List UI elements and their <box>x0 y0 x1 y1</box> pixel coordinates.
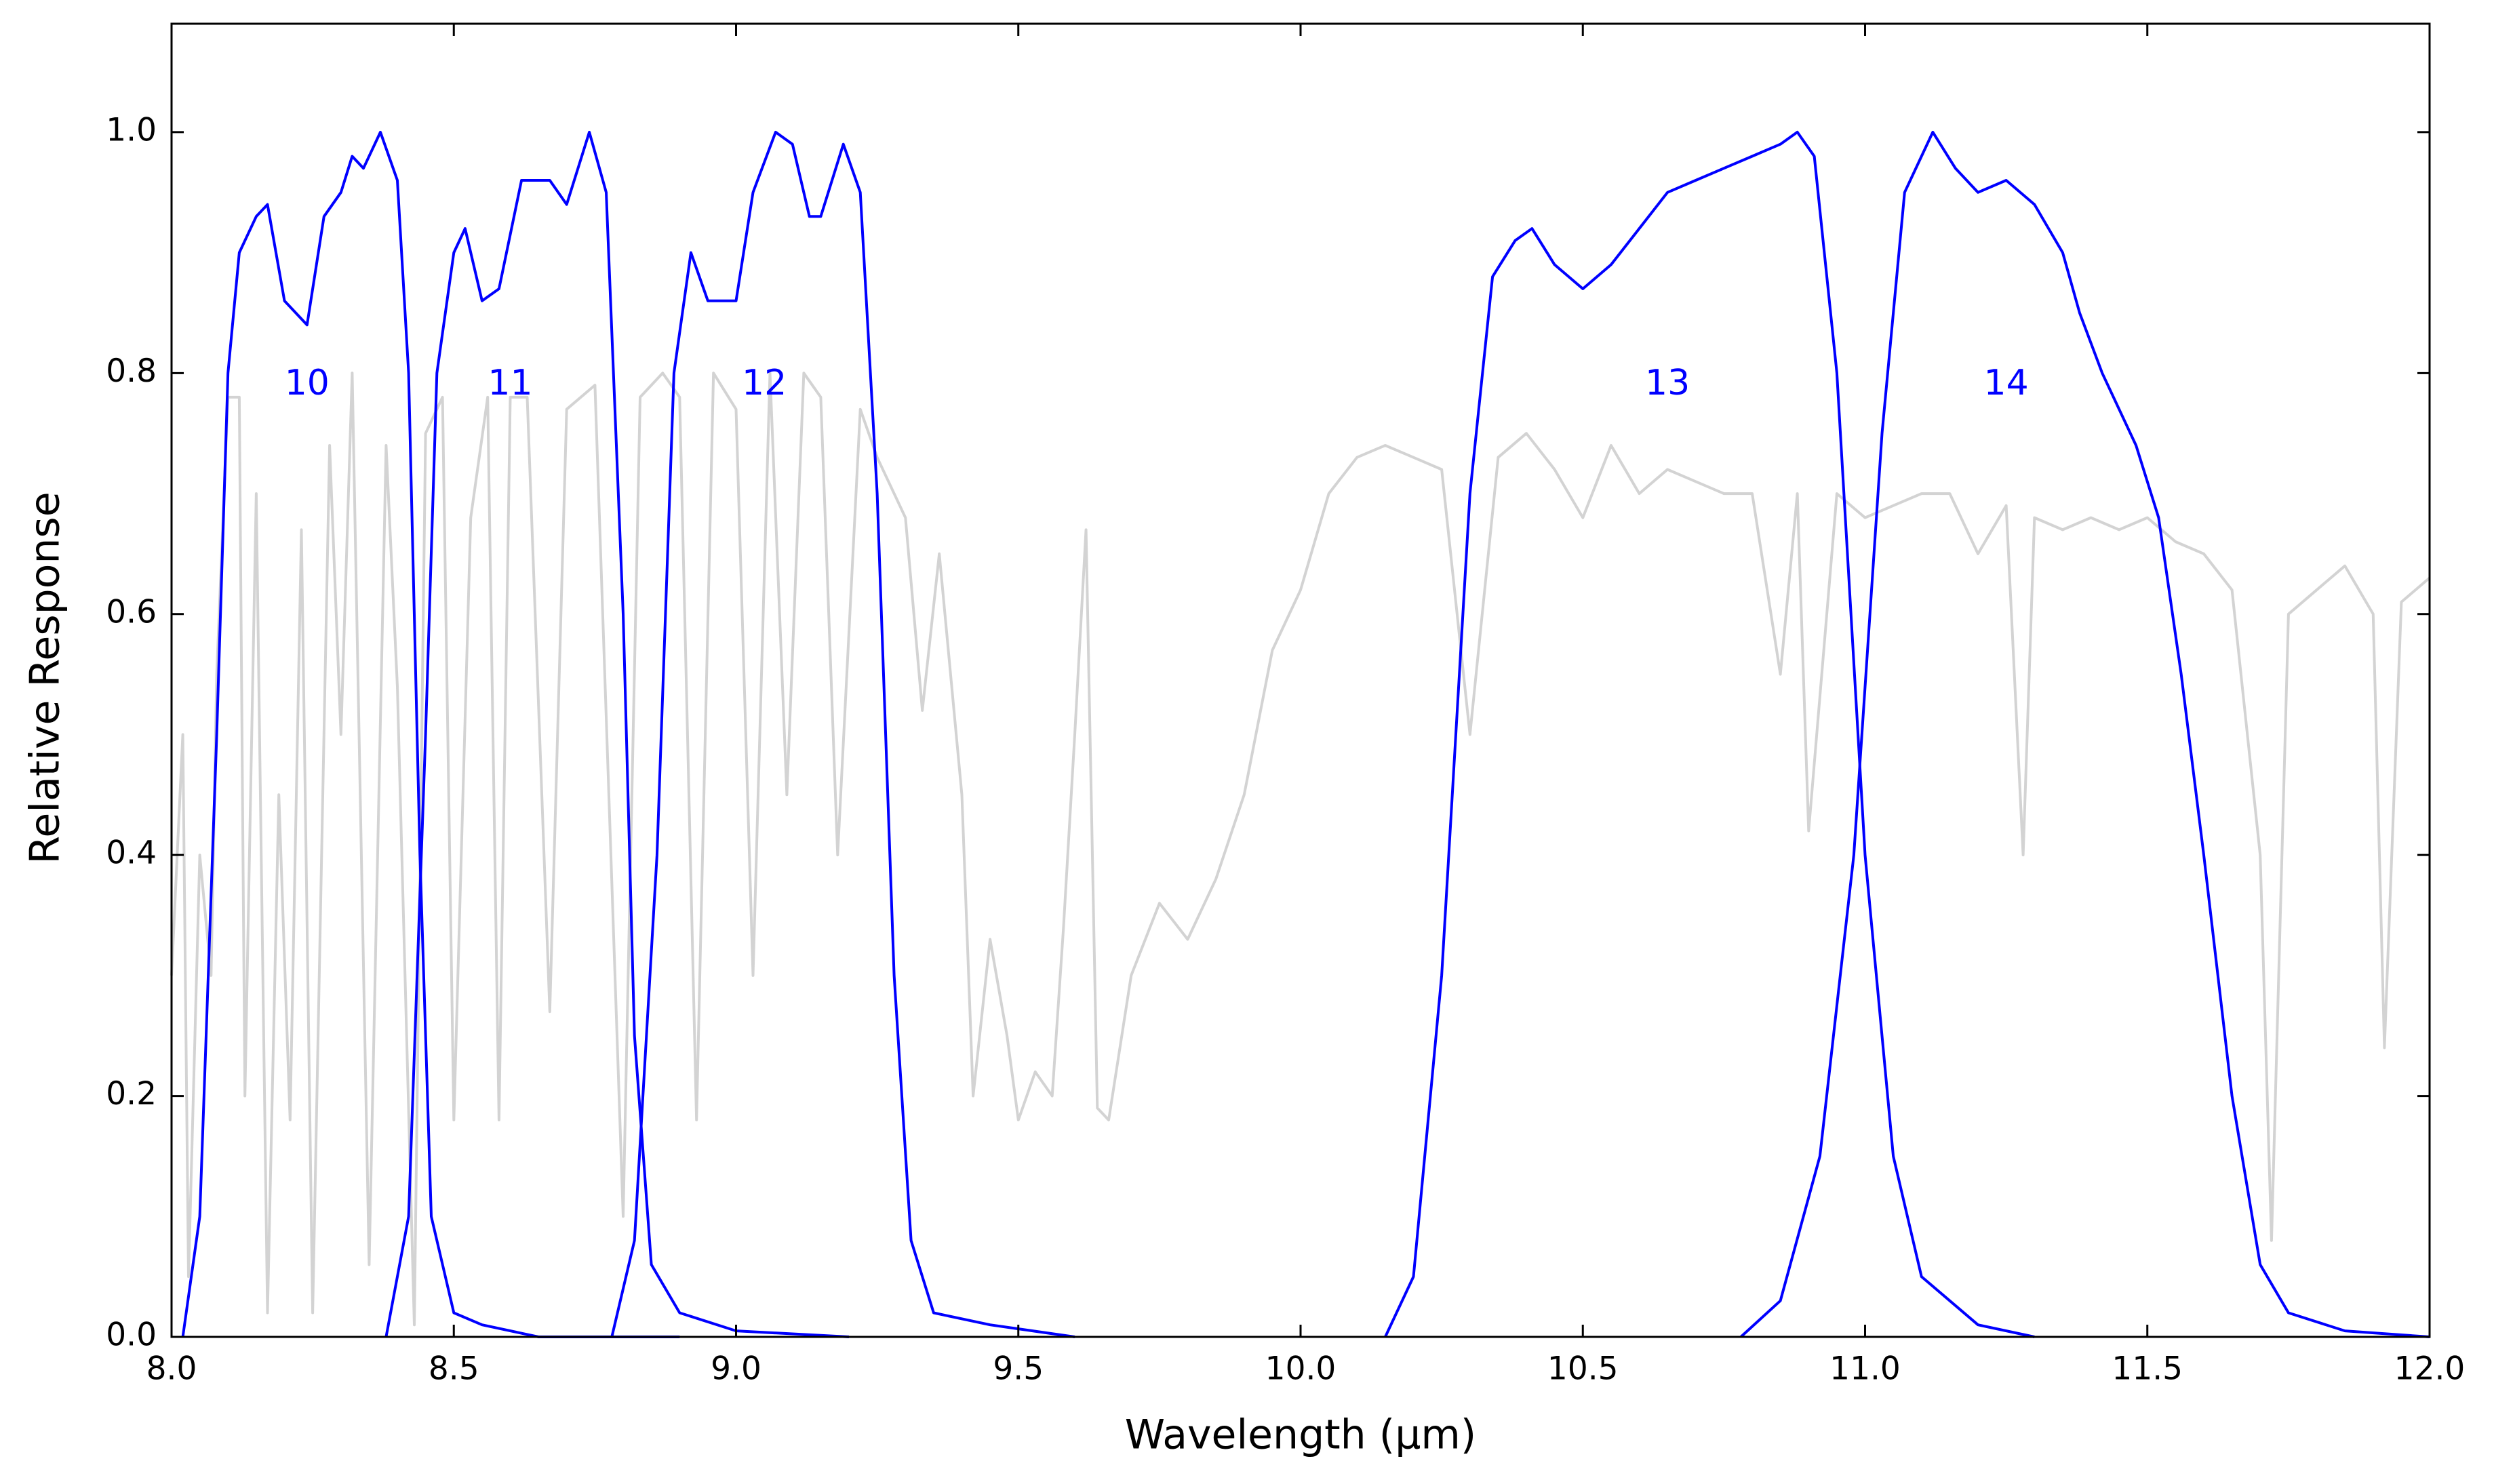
x-tick-label: 9.0 <box>711 1350 761 1388</box>
response-line <box>170 372 2431 1327</box>
y-tick-label: 0.4 <box>106 835 157 872</box>
x-tick-label: 10.0 <box>1265 1350 1337 1388</box>
band-label: 11 <box>488 363 532 403</box>
response-line <box>1384 130 2035 1338</box>
band-label: 12 <box>742 363 787 403</box>
x-axis-label: Wavelength (μm) <box>1125 1411 1476 1459</box>
band-label: 10 <box>285 363 330 403</box>
response-line <box>181 130 680 1338</box>
x-tick-label: 11.5 <box>2112 1350 2183 1388</box>
response-line <box>610 130 1075 1338</box>
x-tick-label: 11.0 <box>1829 1350 1901 1388</box>
x-tick-label: 8.0 <box>146 1350 197 1388</box>
band-label: 13 <box>1645 363 1690 403</box>
response-line <box>384 130 850 1338</box>
response-line <box>1739 130 2430 1338</box>
x-tick-label: 12.0 <box>2394 1350 2466 1388</box>
x-tick-label: 8.5 <box>429 1350 479 1388</box>
band-label: 14 <box>1984 363 2029 403</box>
y-tick-label: 0.0 <box>106 1317 157 1354</box>
x-tick-label: 10.5 <box>1547 1350 1619 1388</box>
y-tick-label: 0.2 <box>106 1075 157 1112</box>
y-tick-label: 0.6 <box>106 593 157 630</box>
x-tick-label: 9.5 <box>993 1350 1044 1388</box>
y-tick-label: 0.8 <box>106 353 157 390</box>
y-axis-label: Relative Response <box>22 492 69 864</box>
y-tick-label: 1.0 <box>106 111 157 148</box>
